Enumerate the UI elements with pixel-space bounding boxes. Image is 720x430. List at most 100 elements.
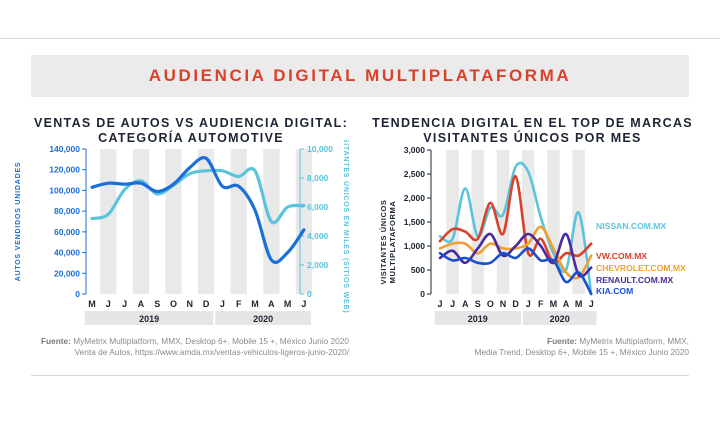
right-y-axis-title-line2: MULTIPLATAFORMA	[388, 201, 397, 284]
legend-label-renault-com-mx: RENAULT.COM.MX	[596, 275, 673, 285]
left-x-tick-label: M	[284, 299, 292, 309]
left-chart-right-y-axis-title: VISITANTES ÚNICOS EN MILES (SITIOS WEB)	[342, 140, 351, 313]
left-x-tick-label: A	[268, 299, 275, 309]
left-x-tick-label: M	[251, 299, 259, 309]
legend-label-nissan-com-mx: NISSAN.COM.MX	[596, 221, 666, 231]
left-chart-title-line2: CATEGORÍA AUTOMOTIVE	[98, 131, 284, 145]
series-line-kia-com	[438, 247, 593, 296]
left-x-tick-label: D	[203, 299, 210, 309]
left-x-tick-label: O	[170, 299, 177, 309]
series-line-chevrolet-com-mx	[438, 225, 593, 280]
left-chart-band	[198, 149, 215, 294]
left-chart-right-y-tick-label: 0	[307, 289, 312, 299]
left-source-line2: Venta de Autos, https://www.amda.mx/vent…	[74, 347, 349, 357]
left-x-tick-label: J	[106, 299, 111, 309]
left-chart-right-y-tick-label: 10,000	[307, 144, 333, 154]
left-x-tick-label: J	[122, 299, 127, 309]
right-year-bar	[434, 311, 521, 325]
right-chart-title-line1: TENDENCIA DIGITAL EN EL TOP DE MARCAS	[372, 116, 693, 130]
bottom-divider	[31, 375, 689, 376]
left-x-tick-label: A	[138, 299, 145, 309]
right-x-tick-label: J	[450, 299, 455, 309]
left-chart-band	[165, 149, 182, 294]
right-x-tick-label: A	[462, 299, 469, 309]
left-chart: 0 20,000 40,000 60,000 80,000 100,000 120,000 1…	[15, 140, 351, 325]
right-x-tick-label: D	[512, 299, 519, 309]
left-x-tick-label: M	[88, 299, 96, 309]
right-x-tick-label: J	[589, 299, 594, 309]
right-source-line2: Media Trend, Desktop 6+, Mobile 15 +, Mé…	[474, 347, 689, 357]
right-y-tick-label: 1,500	[404, 217, 426, 227]
left-source-label: Fuente:	[40, 336, 71, 346]
right-source-label: Fuente:	[547, 336, 577, 346]
left-chart-right-y-tick-label: 6,000	[307, 202, 329, 212]
right-y-tick-label: 2,500	[404, 169, 426, 179]
series-line-vw-com-mx	[438, 175, 593, 265]
right-chart-title: TENDENCIA DIGITAL EN EL TOP DE MARCAS VI…	[370, 116, 695, 146]
left-x-tick-label: N	[187, 299, 194, 309]
series-line-nissan-com-mx	[438, 161, 593, 296]
left-chart-right-y-tick-label: 4,000	[307, 231, 329, 241]
left-y-tick-label: 20,000	[54, 268, 80, 278]
right-y-axis-title-line1: VISITANTES ÚNICOS	[379, 199, 388, 284]
right-x-tick-label: N	[500, 299, 507, 309]
left-y-tick-label: 100,000	[49, 185, 80, 195]
right-chart-band	[521, 150, 535, 294]
right-chart-band	[572, 150, 585, 294]
right-chart-title-line2: VISITANTES ÚNICOS POR MES	[423, 131, 642, 145]
right-x-tick-label: J	[526, 299, 531, 309]
left-year-label: 2019	[139, 314, 159, 324]
web-visitors-line	[90, 166, 306, 225]
left-x-tick-label: J	[301, 299, 306, 309]
left-year-label: 2020	[253, 314, 273, 324]
page-title: AUDIENCIA DIGITAL MULTIPLATAFORMA	[148, 66, 572, 85]
left-y-tick-label: 40,000	[54, 248, 80, 258]
right-x-tick-label: M	[575, 299, 583, 309]
left-year-bar	[215, 311, 312, 325]
left-y-tick-label: 0	[75, 289, 80, 299]
right-source: Fuente: MyMetrix Multiplatform, MMX, Med…	[380, 336, 689, 358]
right-y-tick-label: 0	[420, 289, 425, 299]
right-y-tick-label: 1,000	[404, 241, 426, 251]
title-banner: AUDIENCIA DIGITAL MULTIPLATAFORMA	[31, 55, 689, 97]
right-y-tick-label: 500	[411, 265, 425, 275]
legend-label-chevrolet-com-mx: CHEVROLET.COM.MX	[596, 263, 686, 273]
left-year-bar	[84, 311, 214, 325]
left-chart-band	[230, 149, 247, 294]
right-y-tick-label: 3,000	[404, 145, 426, 155]
right-chart-band	[547, 150, 560, 294]
left-chart-right-y-tick-label: 2,000	[307, 260, 329, 270]
left-y-tick-label: 120,000	[49, 165, 80, 175]
right-x-tick-label: A	[563, 299, 570, 309]
left-source: Fuente: MyMetrix Multiplatform, MMX, Des…	[31, 336, 349, 358]
left-y-tick-label: 60,000	[54, 227, 80, 237]
right-year-bar	[522, 311, 597, 325]
left-chart-band	[132, 149, 150, 294]
left-chart-band	[100, 149, 117, 294]
right-year-label: 2020	[550, 314, 570, 324]
right-year-label: 2019	[468, 314, 488, 324]
left-y-axis-title: AUTOS VENDIDOS UNIDADES	[15, 162, 22, 282]
left-source-line1: MyMetrix Multiplatform, MMX, Desktop 6+,…	[70, 336, 349, 346]
left-chart-title: VENTAS DE AUTOS VS AUDIENCIA DIGITAL: CA…	[31, 116, 351, 146]
left-x-tick-label: J	[220, 299, 225, 309]
right-x-tick-label: S	[475, 299, 481, 309]
legend-label-vw-com-mx: VW.COM.MX	[596, 251, 647, 261]
legend-label-kia-com: KIA.COM	[596, 286, 633, 296]
right-x-tick-label: F	[538, 299, 544, 309]
right-x-tick-label: J	[437, 299, 442, 309]
left-x-tick-label: F	[236, 299, 242, 309]
car-sales-line	[90, 156, 306, 264]
left-chart-right-y-tick-label: 8,000	[307, 173, 329, 183]
right-source-line1: MyMetrix Multiplatform, MMX,	[576, 336, 689, 346]
right-chart-band	[471, 150, 485, 294]
right-y-tick-label: 2,000	[404, 193, 426, 203]
left-chart-title-line1: VENTAS DE AUTOS VS AUDIENCIA DIGITAL:	[33, 116, 349, 130]
right-x-tick-label: M	[550, 299, 558, 309]
right-chart-band	[496, 150, 510, 294]
right-chart: 0 500 1,000 1,500 2,000 2,500 3,000 VISITANTES …	[379, 145, 686, 325]
left-chart-band	[295, 149, 313, 294]
right-x-tick-label: O	[487, 299, 494, 309]
left-x-tick-label: S	[154, 299, 160, 309]
top-divider	[0, 38, 720, 39]
